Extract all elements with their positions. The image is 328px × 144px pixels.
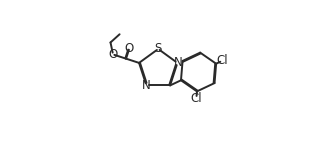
Text: N: N: [142, 79, 151, 92]
Text: Cl: Cl: [191, 92, 202, 105]
Text: O: O: [109, 48, 118, 61]
Text: Cl: Cl: [217, 54, 229, 67]
Text: O: O: [125, 42, 134, 55]
Text: N: N: [174, 56, 182, 69]
Text: S: S: [154, 42, 162, 55]
